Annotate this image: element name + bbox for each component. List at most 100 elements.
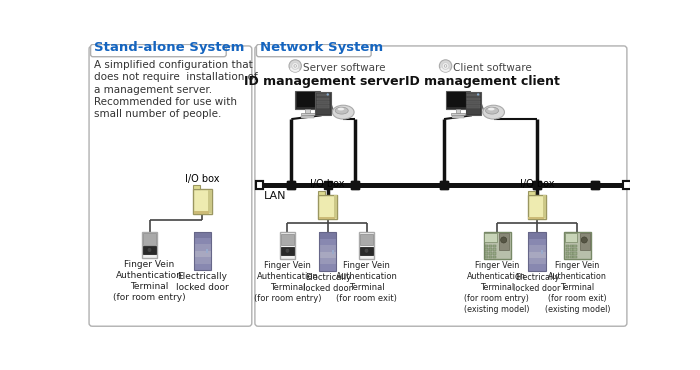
- Bar: [484, 232, 511, 259]
- Text: Network System: Network System: [260, 41, 383, 54]
- Bar: [440, 181, 448, 189]
- Bar: [466, 93, 480, 114]
- Text: Finger Vein
Authentication
Terminal
(for room exit)
(existing model): Finger Vein Authentication Terminal (for…: [545, 261, 610, 314]
- Bar: [573, 256, 577, 259]
- Bar: [528, 195, 546, 219]
- Bar: [468, 94, 480, 96]
- Bar: [209, 190, 211, 213]
- Bar: [493, 248, 496, 251]
- Circle shape: [581, 237, 587, 243]
- Bar: [281, 247, 294, 255]
- Bar: [570, 248, 573, 251]
- Bar: [288, 181, 295, 189]
- Bar: [573, 248, 577, 251]
- Bar: [144, 246, 155, 254]
- Circle shape: [440, 60, 452, 72]
- Bar: [358, 232, 375, 259]
- Bar: [317, 94, 329, 96]
- Text: Finger Vein
Authentication
Terminal
(for room entry): Finger Vein Authentication Terminal (for…: [113, 260, 186, 302]
- Circle shape: [147, 248, 152, 252]
- Bar: [194, 238, 211, 245]
- Bar: [319, 245, 336, 252]
- Bar: [256, 181, 263, 189]
- Bar: [592, 181, 599, 189]
- Bar: [446, 91, 470, 109]
- Bar: [566, 248, 569, 251]
- Bar: [489, 256, 492, 259]
- Bar: [528, 191, 535, 195]
- Bar: [193, 185, 200, 189]
- Bar: [318, 191, 326, 195]
- Bar: [317, 101, 329, 104]
- Bar: [528, 232, 545, 239]
- Circle shape: [292, 63, 299, 69]
- Bar: [318, 195, 337, 219]
- Bar: [319, 232, 336, 271]
- Circle shape: [444, 65, 447, 67]
- FancyBboxPatch shape: [255, 46, 627, 326]
- Bar: [194, 212, 209, 214]
- Bar: [623, 181, 631, 189]
- Bar: [351, 181, 358, 189]
- Text: Electrically
locked door: Electrically locked door: [303, 273, 352, 293]
- Bar: [493, 252, 496, 255]
- Bar: [288, 181, 295, 189]
- Text: I/O box: I/O box: [519, 179, 554, 189]
- Bar: [319, 252, 336, 258]
- Bar: [493, 256, 496, 259]
- Circle shape: [294, 65, 296, 67]
- Circle shape: [285, 248, 290, 253]
- Circle shape: [442, 63, 449, 69]
- Bar: [280, 232, 295, 259]
- Bar: [144, 233, 155, 245]
- Bar: [566, 256, 569, 259]
- Bar: [256, 181, 263, 189]
- Bar: [592, 181, 599, 189]
- Bar: [141, 232, 158, 259]
- Bar: [528, 245, 545, 252]
- Bar: [194, 263, 211, 270]
- Text: Finger Vein
Authentication
Terminal
(for room exit): Finger Vein Authentication Terminal (for…: [335, 261, 398, 303]
- Ellipse shape: [335, 107, 348, 114]
- Bar: [528, 252, 545, 258]
- Bar: [499, 233, 509, 250]
- Bar: [468, 101, 480, 104]
- Bar: [447, 92, 469, 107]
- Bar: [456, 109, 461, 113]
- Text: Electrically
locked door: Electrically locked door: [176, 272, 229, 292]
- Bar: [316, 93, 330, 114]
- Text: Finger Vein
Authentication
Terminal
(for room entry): Finger Vein Authentication Terminal (for…: [253, 261, 321, 303]
- Bar: [206, 249, 209, 253]
- Bar: [324, 181, 332, 189]
- Bar: [440, 181, 448, 189]
- Bar: [570, 245, 573, 247]
- Bar: [566, 245, 569, 247]
- Bar: [451, 113, 465, 115]
- Text: I/O box: I/O box: [311, 179, 345, 189]
- Bar: [319, 264, 336, 271]
- Bar: [300, 113, 314, 115]
- Text: ID management client: ID management client: [405, 75, 560, 88]
- Text: ID management server: ID management server: [244, 75, 405, 88]
- Bar: [528, 264, 545, 271]
- Bar: [533, 181, 541, 189]
- Bar: [194, 232, 211, 270]
- Bar: [315, 92, 331, 115]
- Bar: [360, 247, 372, 255]
- Ellipse shape: [332, 105, 354, 119]
- Bar: [485, 256, 488, 259]
- Bar: [565, 233, 578, 242]
- Bar: [319, 258, 336, 265]
- Bar: [541, 250, 543, 254]
- Bar: [317, 105, 329, 108]
- Bar: [319, 232, 336, 239]
- Bar: [360, 234, 372, 245]
- Bar: [302, 116, 314, 118]
- Bar: [319, 239, 336, 246]
- Bar: [528, 217, 544, 219]
- Bar: [489, 245, 492, 247]
- Circle shape: [289, 60, 302, 72]
- Bar: [623, 181, 631, 189]
- Bar: [194, 257, 211, 264]
- Bar: [466, 92, 481, 115]
